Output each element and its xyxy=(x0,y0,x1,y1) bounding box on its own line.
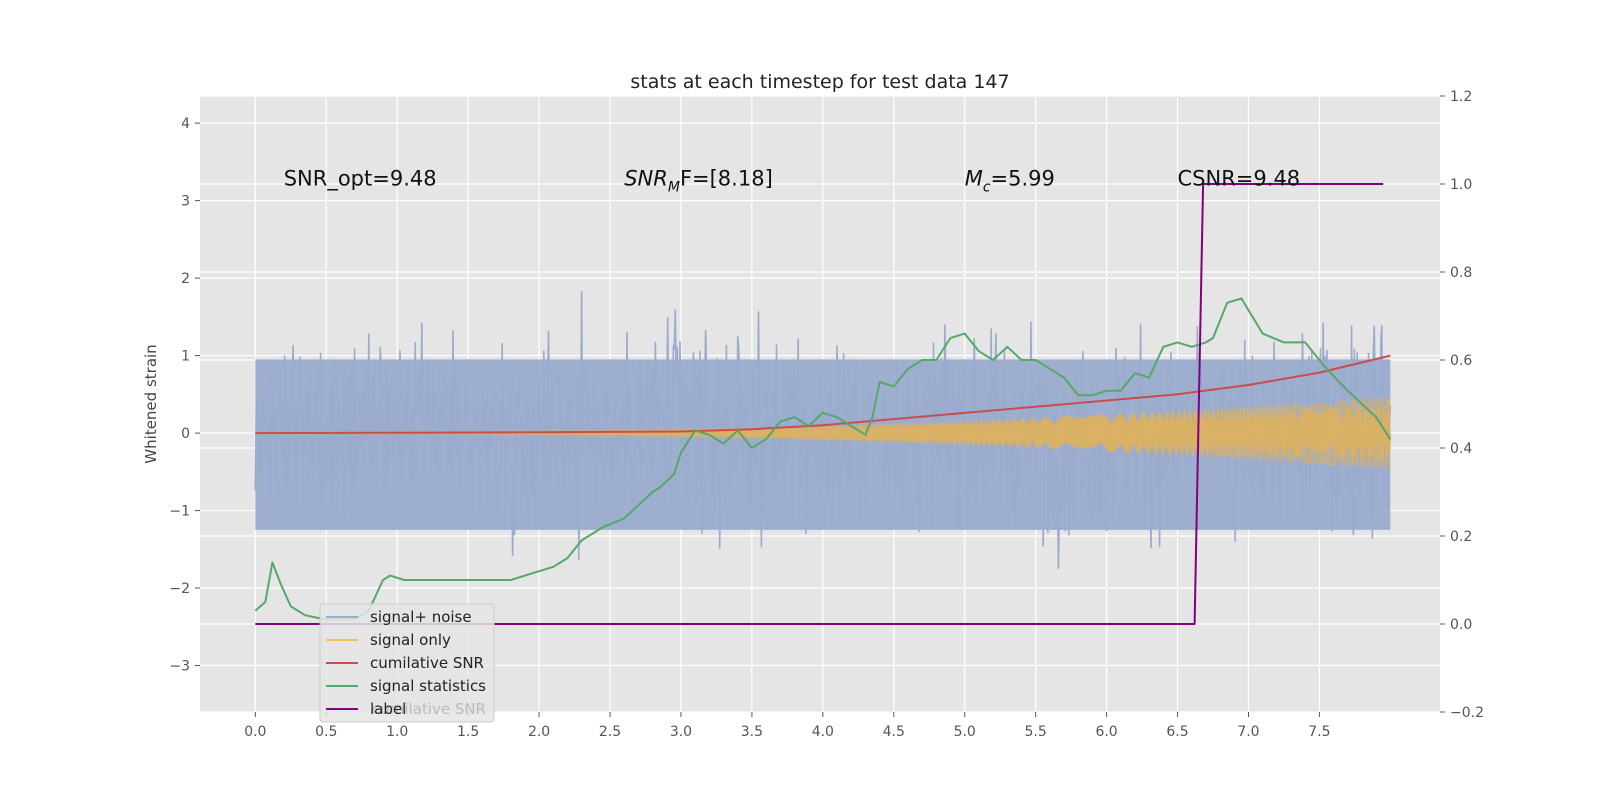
annotation-2: Mc=5.99 xyxy=(965,166,1055,195)
x-tick-label: 7.0 xyxy=(1237,724,1259,740)
y2-tick-label: 0.0 xyxy=(1450,617,1472,633)
signal-statistics-line xyxy=(254,297,1392,621)
x-axis: 0.0 0.5 1.0 1.5 2.0 2.5 3.0 3.5 4.0 4.5 5.0 5.5 6.0 6… xyxy=(244,712,1331,740)
legend-label: signal only xyxy=(370,631,451,649)
y-tick-label: −2 xyxy=(169,581,190,597)
x-tick-label: 4.0 xyxy=(812,724,834,740)
signal-only-series xyxy=(254,396,1391,471)
x-tick-label: 3.5 xyxy=(741,724,763,740)
y-tick-label: 2 xyxy=(181,271,190,287)
cumilative-snr-line xyxy=(255,354,1391,435)
chart-title: stats at each timestep for test data 147 xyxy=(630,71,1009,93)
y-tick-label: 1 xyxy=(181,349,190,365)
y-tick-label: −3 xyxy=(169,659,190,675)
annotation-1: SNRMF=[8.18] xyxy=(624,166,773,195)
legend-ghost-text: cumilative SNR xyxy=(372,700,486,718)
line-series xyxy=(254,183,1392,625)
y-axis-right: −0.2 0.0 0.2 0.4 0.6 0.8 1.0 1.2 xyxy=(1440,89,1484,721)
x-tick-label: 7.5 xyxy=(1308,724,1330,740)
y-tick-label: 3 xyxy=(181,194,190,210)
annotation-3: CSNR=9.48 xyxy=(1178,166,1301,190)
y-tick-label: 0 xyxy=(181,426,190,442)
signal-noise-series xyxy=(254,290,1392,570)
signal-only-line xyxy=(254,396,1391,471)
y2-tick-label: 0.6 xyxy=(1450,353,1472,369)
annotations: SNR_opt=9.48 SNRMF=[8.18] Mc=5.99 CSNR=9.48 xyxy=(284,166,1300,195)
y-axis-label: Whitened strain xyxy=(142,344,160,463)
y-tick-label: −1 xyxy=(169,504,190,520)
x-tick-label: 4.5 xyxy=(883,724,905,740)
legend-label: cumilative SNR xyxy=(370,654,484,672)
x-tick-label: 3.0 xyxy=(670,724,692,740)
x-tick-label: 0.5 xyxy=(315,724,337,740)
x-tick-label: 6.5 xyxy=(1166,724,1188,740)
y2-tick-label: 0.8 xyxy=(1450,265,1472,281)
legend-label: label xyxy=(370,700,406,718)
x-tick-label: 2.0 xyxy=(528,724,550,740)
y2-tick-label: 1.0 xyxy=(1450,177,1472,193)
x-tick-label: 0.0 xyxy=(244,724,266,740)
y-tick-label: 4 xyxy=(181,116,190,132)
y2-tick-label: 0.2 xyxy=(1450,529,1472,545)
label-line xyxy=(255,183,1384,625)
x-tick-label: 5.0 xyxy=(954,724,976,740)
y2-tick-label: −0.2 xyxy=(1450,705,1484,721)
annotation-0: SNR_opt=9.48 xyxy=(284,166,437,191)
signal-noise-core xyxy=(255,359,1391,530)
y2-tick-label: 0.4 xyxy=(1450,441,1472,457)
x-tick-label: 5.5 xyxy=(1025,724,1047,740)
legend[interactable]: cumilative SNR signal+ noise signal only cu… xyxy=(319,603,495,723)
y-axis-left: −3 −2 −1 0 1 2 3 4 xyxy=(169,116,200,675)
legend-label: signal statistics xyxy=(370,677,486,695)
legend-box xyxy=(319,603,495,723)
x-tick-label: 1.0 xyxy=(386,724,408,740)
legend-label: signal+ noise xyxy=(370,608,472,626)
x-tick-label: 1.5 xyxy=(457,724,479,740)
x-tick-label: 2.5 xyxy=(599,724,621,740)
x-tick-label: 6.0 xyxy=(1095,724,1117,740)
y2-tick-label: 1.2 xyxy=(1450,89,1472,105)
